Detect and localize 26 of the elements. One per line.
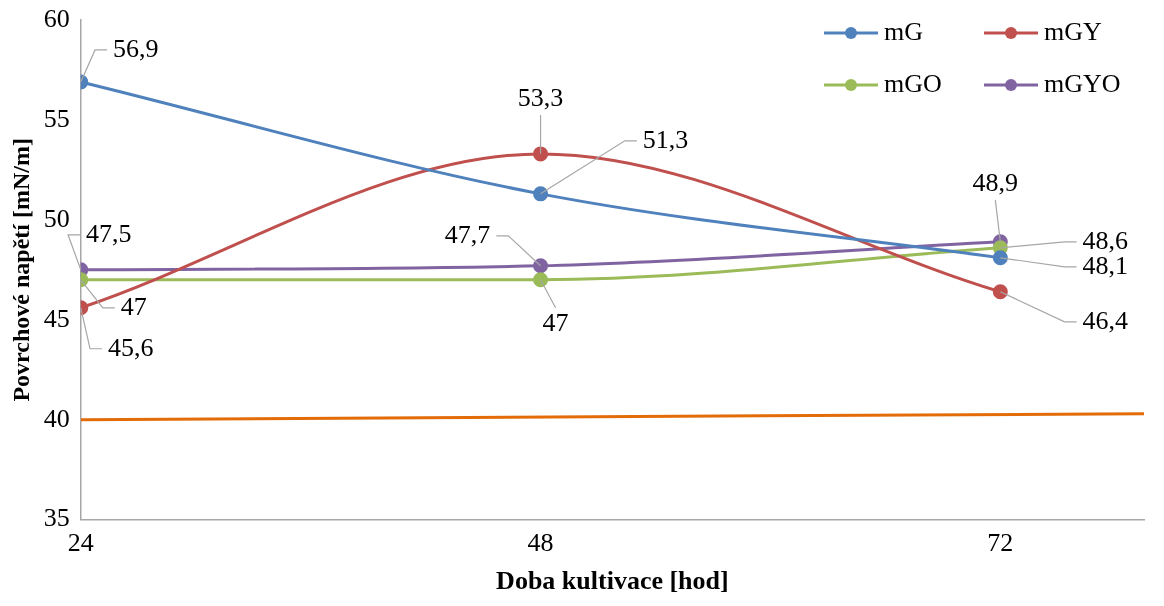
y-axis-title: Povrchové napětí [mN/m] <box>7 138 34 402</box>
data-label: 48,6 <box>1082 225 1129 255</box>
data-label: 47,7 <box>444 219 491 249</box>
data-label: 47,5 <box>86 218 132 248</box>
y-tick-label: 35 <box>43 503 70 533</box>
data-label: 53,3 <box>517 82 564 112</box>
data-label: 46,4 <box>1082 305 1129 335</box>
data-label: 47 <box>120 291 147 321</box>
y-tick-label: 40 <box>43 403 70 433</box>
legend-label: mGY <box>1044 16 1102 46</box>
legend-label: mGYO <box>1044 68 1121 98</box>
data-label: 56,9 <box>113 33 159 63</box>
y-tick-label: 55 <box>43 103 70 133</box>
data-label: 48,9 <box>972 167 1019 197</box>
x-axis-title: Doba kultivace [hod] <box>496 566 729 596</box>
y-tick-label: 50 <box>43 203 70 233</box>
y-tick-label: 45 <box>43 303 70 333</box>
data-label: 51,3 <box>642 124 689 154</box>
x-tick-label: 48 <box>527 528 554 558</box>
x-tick-label: 24 <box>67 528 94 558</box>
data-label: 45,6 <box>108 332 154 362</box>
x-tick-label: 72 <box>987 528 1014 558</box>
legend-label: mGO <box>884 68 942 98</box>
data-label: 47 <box>542 307 569 337</box>
legend-label: mG <box>884 16 923 46</box>
y-tick-label: 60 <box>43 3 70 33</box>
